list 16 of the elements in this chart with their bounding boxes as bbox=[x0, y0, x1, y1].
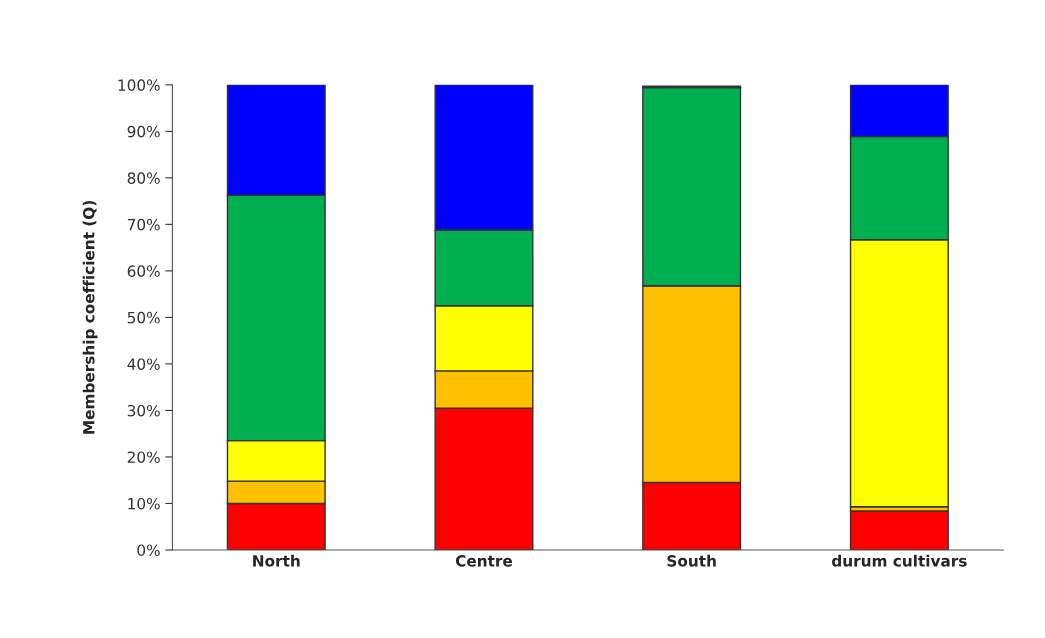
y-tick-label: 40% bbox=[127, 358, 160, 370]
x-tick-label: Centre bbox=[455, 555, 513, 567]
y-tick-label: 0% bbox=[137, 544, 160, 556]
x-tick-label: South bbox=[667, 554, 716, 567]
y-tick-label: 70% bbox=[127, 218, 160, 231]
y-tick-label: 60% bbox=[127, 265, 160, 277]
y-tick-label: 10% bbox=[128, 497, 160, 510]
x-tick-label: North bbox=[253, 554, 300, 567]
y-tick-label: 50% bbox=[127, 311, 160, 324]
x-tick-label: durum cultivars bbox=[832, 554, 967, 567]
y-tick-label: 20% bbox=[127, 451, 160, 463]
y-axis-title: Membership coefficient (Q) bbox=[82, 201, 98, 434]
y-tick-label: 90% bbox=[127, 125, 160, 138]
y-tick-label: 80% bbox=[127, 172, 160, 184]
y-tick-label: 30% bbox=[127, 404, 160, 417]
y-tick-label: 100% bbox=[118, 79, 160, 91]
